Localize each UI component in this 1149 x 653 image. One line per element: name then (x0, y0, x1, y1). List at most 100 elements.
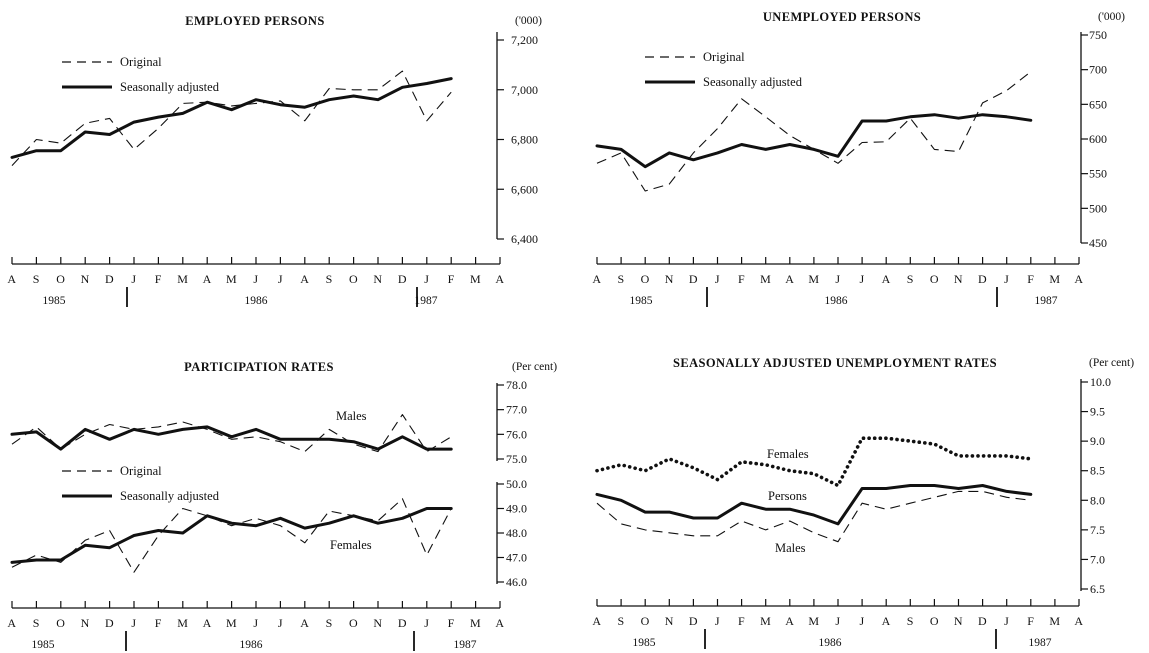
rates-y-tick-label: 7.0 (1090, 552, 1105, 566)
employed-x-tick-label: O (349, 272, 358, 286)
unemployed-seasonally-adjusted-line (595, 113, 1033, 169)
unemployed-legend-original: Original (703, 50, 745, 64)
unemployed-y-tick-label: 550 (1089, 167, 1107, 181)
participation-annot-males: Males (336, 409, 367, 423)
employed-x-tick-label: D (105, 272, 114, 286)
rates-males-line (596, 490, 1031, 543)
employed-y-tick-label: 6,800 (511, 133, 538, 147)
unemployed-title: UNEMPLOYED PERSONS (763, 10, 921, 24)
rates-x-tick-label: O (930, 614, 939, 628)
participation-y-tick-label: 76.0 (506, 427, 527, 441)
participation-y-tick-label: 50.0 (506, 477, 527, 491)
rates-y-tick-label: 9.5 (1090, 405, 1105, 419)
rates-x-tick-label: O (641, 614, 650, 628)
unemployed-legend-sa: Seasonally adjusted (703, 75, 803, 89)
participation-y-tick-label: 49.0 (506, 502, 527, 516)
rates-y-tick-label: 6.5 (1090, 582, 1105, 596)
participation-y-tick-label: 77.0 (506, 403, 527, 417)
participation-y-tick-label: 75.0 (506, 452, 527, 466)
unemployed-x-tick-label: D (978, 272, 987, 286)
employed-x-tick-label: J (278, 272, 283, 286)
rates-x-tick-label: F (1027, 614, 1034, 628)
employed-seasonally-adjusted-line (10, 77, 453, 159)
unemployed-x-tick-label: A (1074, 272, 1083, 286)
employed-y-tick-label: 6,400 (511, 232, 538, 246)
employed-x-tick-label: F (448, 272, 455, 286)
rates-annot-females: Females (767, 447, 809, 461)
participation-unit: (Per cent) (512, 361, 557, 373)
unemployed-x-tick-label: D (689, 272, 698, 286)
rates-y-tick-label: 8.0 (1090, 493, 1105, 507)
unemployed-x-tick-label: S (618, 272, 625, 286)
participation-x-tick-label: N (373, 616, 382, 630)
rates-x-tick-label: A (1074, 614, 1083, 628)
participation-x-tick-label: N (81, 616, 90, 630)
employed-x-tick-label: J (253, 272, 258, 286)
employed-x-tick-label: M (226, 272, 237, 286)
participation-x-tick-label: M (226, 616, 237, 630)
participation-x-tick-label: F (155, 616, 162, 630)
rates-year-label: 1987 (1029, 637, 1052, 649)
rates-y-tick-label: 9.0 (1090, 434, 1105, 448)
unemployed-unit: ('000) (1098, 11, 1125, 23)
unemployed-y-tick-label: 500 (1089, 201, 1107, 215)
employed-legend-sa: Seasonally adjusted (120, 80, 220, 94)
employed-x-tick-label: S (33, 272, 40, 286)
rates-year-label: 1986 (819, 637, 842, 649)
participation-x-tick-label: O (56, 616, 65, 630)
rates-x-tick-label: D (978, 614, 987, 628)
participation-title: PARTICIPATION RATES (184, 360, 334, 374)
unemployed-y-tick-label: 450 (1089, 236, 1107, 250)
participation-x-tick-label: A (495, 616, 504, 630)
participation-y-tick-label: 47.0 (506, 551, 527, 565)
unemployed-x-tick-label: A (882, 272, 891, 286)
employed-x-tick-label: A (300, 272, 309, 286)
employed-x-tick-label: N (373, 272, 382, 286)
employed-x-tick-label: A (7, 272, 16, 286)
rates-annot-persons: Persons (768, 489, 807, 503)
rates-x-tick-label: S (618, 614, 625, 628)
employed-x-tick-label: N (81, 272, 90, 286)
unemployed-x-tick-label: J (1004, 272, 1009, 286)
rates-y-tick-label: 8.5 (1090, 464, 1105, 478)
employed-y-tick-label: 7,200 (511, 33, 538, 47)
participation-annot-females: Females (330, 538, 372, 552)
unemployed-x-tick-label: J (835, 272, 840, 286)
employed-x-tick-label: O (56, 272, 65, 286)
rates-females-line (595, 436, 1033, 488)
rates-y-tick-label: 10.0 (1090, 375, 1111, 389)
rates-x-tick-label: N (665, 614, 674, 628)
employed-x-tick-label: F (155, 272, 162, 286)
employed-year-label: 1987 (415, 295, 438, 307)
participation-legend-original: Original (120, 464, 162, 478)
participation-females-seasonally-adjusted-line (10, 507, 453, 564)
unemployed-y-tick-label: 600 (1089, 132, 1107, 146)
rates-x-tick-label: J (860, 614, 865, 628)
unemployed-x-tick-label: N (954, 272, 963, 286)
unemployed-x-tick-label: F (1027, 272, 1034, 286)
rates-x-tick-label: A (592, 614, 601, 628)
rates-x-tick-label: F (738, 614, 745, 628)
participation-x-tick-label: A (7, 616, 16, 630)
rates-x-tick-label: M (760, 614, 771, 628)
unemployed-year-label: 1985 (630, 295, 653, 307)
participation-year-label: 1985 (32, 639, 55, 651)
unemployed-y-tick-label: 750 (1089, 28, 1107, 42)
unemployed-x-tick-label: M (760, 272, 771, 286)
unemployed-x-tick-label: S (907, 272, 914, 286)
participation-males-seasonally-adjusted-line (10, 425, 453, 451)
employed-x-tick-label: S (326, 272, 333, 286)
rates-x-tick-label: D (689, 614, 698, 628)
unemployed-x-tick-label: J (860, 272, 865, 286)
rates-y-tick-label: 7.5 (1090, 523, 1105, 537)
rates-x-tick-label: S (907, 614, 914, 628)
participation-x-tick-label: S (33, 616, 40, 630)
employed-x-tick-label: A (203, 272, 212, 286)
employed-year-label: 1985 (43, 295, 66, 307)
unemployed-x-tick-label: O (930, 272, 939, 286)
unemployed-original-line (596, 71, 1032, 192)
participation-y-tick-label: 48.0 (506, 526, 527, 540)
employed-x-tick-label: J (131, 272, 136, 286)
participation-x-tick-label: M (470, 616, 481, 630)
